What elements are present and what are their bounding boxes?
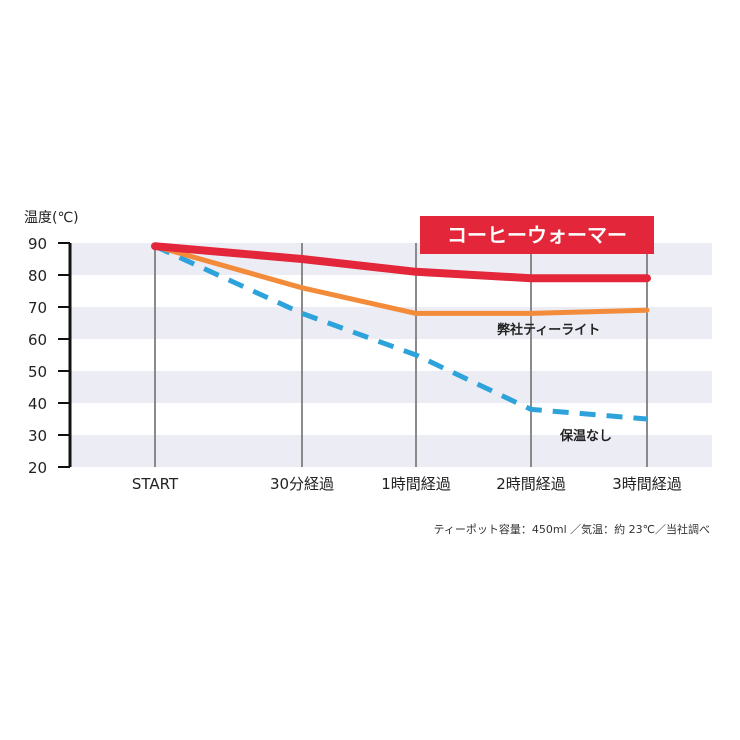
series-line-tealight [152,243,650,316]
series-label-tealight: 弊社ティーライト [497,322,600,338]
series-line-no-warming [153,243,648,422]
x-tick-label: 1時間経過 [381,475,451,493]
y-tick-label: 40 [28,395,47,413]
y-tick-label: 80 [28,267,47,285]
x-tick-label: 30分経過 [270,475,334,493]
y-axis-ticks: 90 80 70 60 50 40 30 20 [28,235,70,477]
y-tick-label: 30 [28,427,47,445]
footnote: ティーポット容量：450ml ／気温：約 23℃／当社調べ [434,522,710,536]
x-tick-label: 2時間経過 [496,475,566,493]
y-tick-label: 20 [28,459,47,477]
y-tick-label: 70 [28,299,47,317]
background-stripe [70,435,712,467]
y-axis-label: 温度(℃) [24,210,79,226]
series-label-coffee-warmer: コーヒーウォーマー [447,223,627,247]
background-stripe [70,371,712,403]
y-tick-label: 60 [28,331,47,349]
y-tick-label: 50 [28,363,47,381]
x-axis-ticks: START 30分経過 1時間経過 2時間経過 3時間経過 [132,475,682,493]
series-layer [151,242,651,422]
series-label-no-warming: 保温なし [559,428,612,444]
x-tick-label: START [132,475,179,493]
series-line-coffee-warmer [151,242,651,283]
x-tick-label: 3時間経過 [612,475,682,493]
series-title-box: コーヒーウォーマー [420,216,654,254]
y-tick-label: 90 [28,235,47,253]
